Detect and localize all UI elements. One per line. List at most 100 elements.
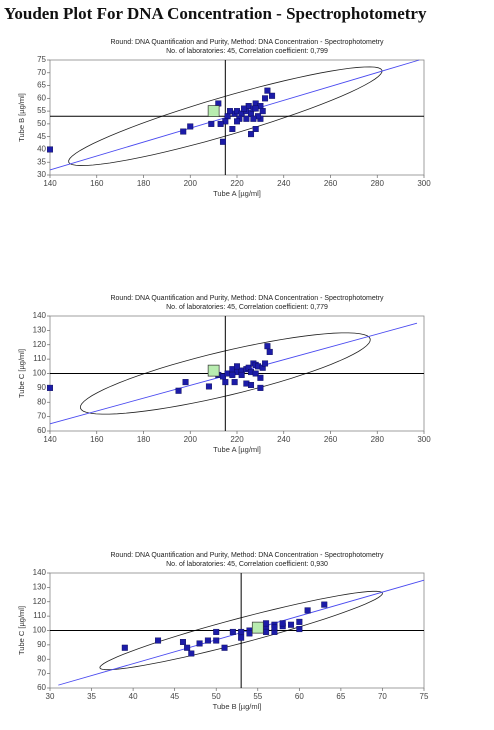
- y-axis-label: Tube B [µg/ml]: [17, 93, 26, 142]
- x-tick-label: 75: [420, 692, 429, 701]
- y-tick-label: 35: [37, 157, 46, 166]
- data-point: [204, 637, 211, 644]
- chart: Round: DNA Quantification and Purity, Me…: [17, 552, 429, 711]
- data-point: [188, 650, 195, 657]
- y-tick-label: 65: [37, 81, 46, 90]
- y-tick-label: 90: [37, 383, 46, 392]
- data-point: [241, 105, 248, 112]
- chart-subtitle: No. of laboratories: 45, Correlation coe…: [166, 561, 328, 568]
- data-point: [179, 639, 186, 646]
- x-tick-label: 140: [43, 179, 57, 188]
- x-tick-label: 300: [417, 435, 431, 444]
- data-point: [304, 607, 311, 614]
- data-point: [257, 384, 264, 391]
- data-point: [47, 146, 54, 153]
- y-tick-label: 55: [37, 106, 46, 115]
- data-point: [221, 644, 228, 651]
- data-point: [288, 621, 295, 628]
- y-tick-label: 90: [37, 640, 46, 649]
- data-point: [250, 115, 257, 122]
- data-point: [219, 138, 226, 145]
- data-point: [217, 120, 224, 127]
- data-point: [226, 108, 233, 115]
- y-tick-label: 70: [37, 412, 46, 421]
- y-tick-label: 80: [37, 654, 46, 663]
- x-tick-label: 260: [324, 179, 338, 188]
- y-tick-label: 110: [33, 354, 46, 363]
- x-tick-label: 45: [170, 692, 179, 701]
- highlight-point: [251, 621, 264, 634]
- data-point: [121, 644, 128, 651]
- x-tick-label: 280: [371, 179, 385, 188]
- x-tick-label: 50: [212, 692, 221, 701]
- data-point: [229, 371, 236, 378]
- x-tick-label: 280: [371, 435, 385, 444]
- chart: Round: DNA Quantification and Purity, Me…: [17, 39, 431, 198]
- x-tick-label: 180: [137, 435, 151, 444]
- data-point: [252, 125, 259, 132]
- data-point: [238, 371, 245, 378]
- data-point: [264, 87, 271, 94]
- data-point: [263, 628, 270, 635]
- x-tick-label: 60: [295, 692, 304, 701]
- data-point: [175, 387, 182, 394]
- data-point: [257, 374, 264, 381]
- y-tick-label: 45: [37, 132, 46, 141]
- chart-subtitle: No. of laboratories: 45, Correlation coe…: [166, 304, 328, 311]
- y-tick-label: 100: [33, 369, 47, 378]
- data-point: [233, 363, 240, 370]
- y-tick-label: 70: [37, 669, 46, 678]
- data-point: [213, 628, 220, 635]
- y-tick-label: 120: [33, 597, 47, 606]
- chart-title: Round: DNA Quantification and Purity, Me…: [110, 39, 384, 46]
- chart-title: Round: DNA Quantification and Purity, Me…: [110, 552, 384, 559]
- highlight-point: [207, 105, 220, 117]
- data-point: [262, 95, 269, 102]
- data-point: [296, 626, 303, 633]
- data-point: [264, 343, 271, 350]
- data-point: [271, 624, 278, 631]
- data-point: [233, 118, 240, 125]
- x-tick-label: 200: [184, 435, 198, 444]
- data-point: [269, 92, 276, 99]
- x-tick-label: 160: [90, 179, 104, 188]
- data-point: [252, 105, 259, 112]
- data-point: [243, 115, 250, 122]
- data-point: [238, 634, 245, 641]
- x-tick-label: 200: [184, 179, 198, 188]
- data-point: [248, 382, 255, 389]
- y-tick-label: 80: [37, 397, 46, 406]
- data-point: [229, 125, 236, 132]
- data-point: [279, 620, 286, 627]
- x-tick-label: 260: [324, 435, 338, 444]
- x-tick-label: 55: [253, 692, 262, 701]
- y-tick-label: 60: [37, 426, 46, 435]
- data-point: [229, 628, 236, 635]
- data-point: [155, 637, 162, 644]
- chart: Round: DNA Quantification and Purity, Me…: [17, 295, 431, 454]
- x-axis-label: Tube B [µg/ml]: [213, 702, 262, 711]
- data-point: [208, 120, 215, 127]
- y-tick-label: 130: [33, 325, 47, 334]
- y-axis-label: Tube C [µg/ml]: [17, 349, 26, 398]
- data-point: [252, 370, 259, 377]
- data-point: [246, 630, 253, 637]
- x-tick-label: 70: [378, 692, 387, 701]
- data-point: [47, 384, 54, 391]
- data-point: [238, 628, 245, 635]
- y-tick-label: 60: [37, 93, 46, 102]
- data-point: [266, 348, 273, 355]
- data-point: [296, 618, 303, 625]
- data-point: [182, 379, 189, 386]
- data-point: [263, 620, 270, 627]
- x-tick-label: 35: [87, 692, 96, 701]
- data-point: [231, 379, 238, 386]
- y-tick-label: 130: [33, 582, 47, 591]
- data-point: [224, 113, 231, 120]
- y-tick-label: 70: [37, 68, 46, 77]
- data-point: [248, 131, 255, 138]
- y-axis-label: Tube C [µg/ml]: [17, 606, 26, 655]
- y-tick-label: 75: [37, 55, 46, 64]
- x-tick-label: 30: [46, 692, 55, 701]
